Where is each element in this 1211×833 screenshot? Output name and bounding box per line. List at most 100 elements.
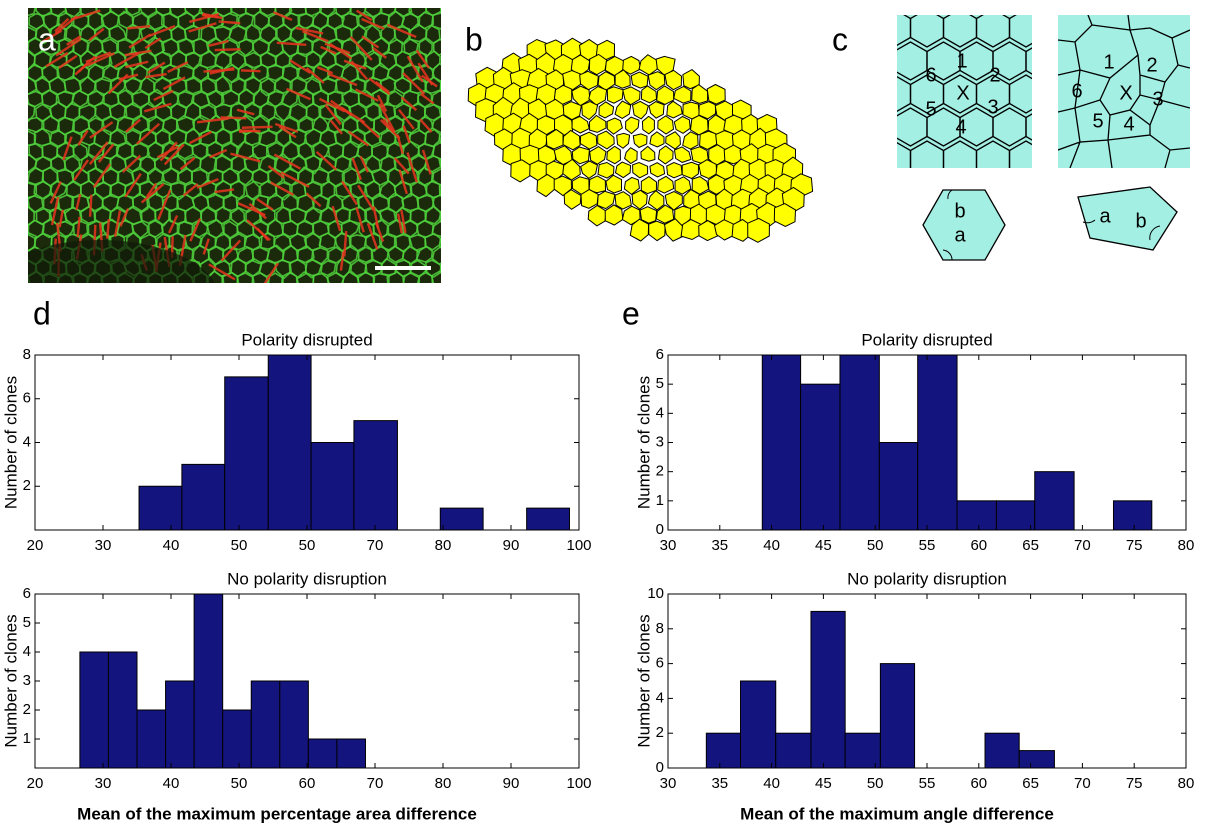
cell-diagram — [467, 37, 814, 243]
cell — [666, 100, 683, 119]
polarity-marker — [113, 210, 122, 237]
cell — [648, 220, 666, 242]
cell — [588, 175, 607, 194]
lattice-cell — [845, 75, 878, 113]
cell-outline — [463, 116, 479, 132]
cell-number: X — [956, 82, 969, 104]
polarity-marker — [398, 108, 415, 130]
x-tick-label: 40 — [763, 537, 780, 554]
bar — [810, 610, 846, 769]
polarity-marker — [421, 149, 432, 175]
cell-outline — [447, 39, 464, 54]
cell-outline — [320, 260, 337, 277]
bar — [136, 709, 167, 769]
cell-outline — [448, 221, 464, 239]
cell-outline — [439, 81, 441, 92]
x-tick-label: 45 — [815, 537, 832, 554]
cell-outline — [40, 89, 58, 108]
polarity-marker — [92, 163, 111, 188]
polarity-marker — [376, 94, 388, 112]
cell — [657, 175, 675, 194]
polarity-marker — [167, 214, 179, 234]
panel-label: e — [622, 295, 640, 331]
cell-outline — [334, 181, 353, 199]
x-tick-label: 50 — [867, 537, 884, 554]
polarity-marker — [372, 206, 380, 229]
y-tick-label: 4 — [656, 689, 664, 706]
cell-outline — [447, 247, 462, 265]
polarity-marker — [58, 209, 64, 228]
polarity-marker — [202, 12, 223, 20]
lattice-cell — [1026, 174, 1059, 212]
cell-outline — [230, 8, 247, 17]
polarity-marker — [361, 17, 385, 30]
cell-outline — [401, 115, 420, 134]
cell-number: 5 — [925, 98, 936, 120]
cell-outline — [41, 142, 59, 162]
panel-label: a — [38, 21, 56, 57]
polarity-marker — [75, 193, 82, 211]
polarity-marker — [398, 169, 408, 195]
cell-outline — [448, 273, 464, 288]
cell-outline — [340, 244, 359, 264]
cell — [623, 176, 640, 196]
cell — [689, 114, 709, 136]
polarity-marker — [214, 188, 235, 194]
cell-outline — [235, 246, 255, 264]
x-tick-label: 50 — [867, 775, 884, 792]
polarity-marker — [256, 197, 274, 211]
polarity-marker — [241, 125, 273, 129]
cell-outline — [252, 194, 269, 211]
polarity-marker — [355, 207, 365, 233]
cell — [588, 114, 607, 133]
x-axis-label: Mean of the maximum angle difference — [740, 804, 1054, 823]
polarity-marker — [421, 74, 438, 88]
polarity-marker — [118, 73, 139, 81]
cell-number: X — [1119, 82, 1132, 104]
y-tick-label: 1 — [23, 730, 31, 747]
cell-outline — [364, 76, 383, 96]
cell-outline — [281, 140, 300, 161]
x-tick-label: 30 — [660, 775, 677, 792]
cell — [656, 85, 675, 106]
cell-outline — [431, 220, 441, 238]
y-tick-label: 2 — [23, 477, 31, 494]
lattice-cell — [1008, 140, 1032, 168]
lattice-cell — [1025, 47, 1032, 75]
x-tick-label: 55 — [919, 775, 936, 792]
polarity-marker — [127, 25, 151, 30]
cell — [649, 131, 665, 148]
cell-outline — [455, 102, 470, 120]
polarity-marker — [256, 227, 270, 242]
polarity-marker — [393, 157, 410, 175]
bar — [279, 680, 309, 769]
cell-outline — [335, 257, 352, 279]
polarity-marker — [240, 69, 261, 73]
bar — [878, 442, 919, 531]
cell-outline — [304, 154, 323, 175]
bar — [705, 732, 742, 769]
bar — [138, 485, 183, 531]
polarity-marker — [70, 9, 101, 21]
cell — [596, 190, 616, 210]
y-tick-label: 4 — [23, 433, 31, 450]
cell — [698, 159, 718, 180]
cell-outline — [430, 10, 441, 30]
polarity-marker — [329, 42, 353, 60]
cell-outline — [139, 155, 156, 175]
cell — [605, 174, 622, 194]
cell-outline — [33, 180, 53, 200]
chart-title: Polarity disrupted — [241, 330, 372, 349]
polarity-marker — [220, 116, 247, 120]
polarity-marker — [88, 141, 109, 165]
cell-shape — [1077, 186, 1178, 251]
cell-outline — [462, 220, 478, 238]
cell — [597, 161, 615, 179]
lattice-cell — [845, 9, 878, 47]
polarity-marker — [163, 143, 185, 166]
cell-outline — [455, 234, 471, 249]
cell-outline — [448, 168, 464, 187]
polarity-marker — [356, 9, 373, 22]
irregular-lattice — [1058, 15, 1190, 168]
